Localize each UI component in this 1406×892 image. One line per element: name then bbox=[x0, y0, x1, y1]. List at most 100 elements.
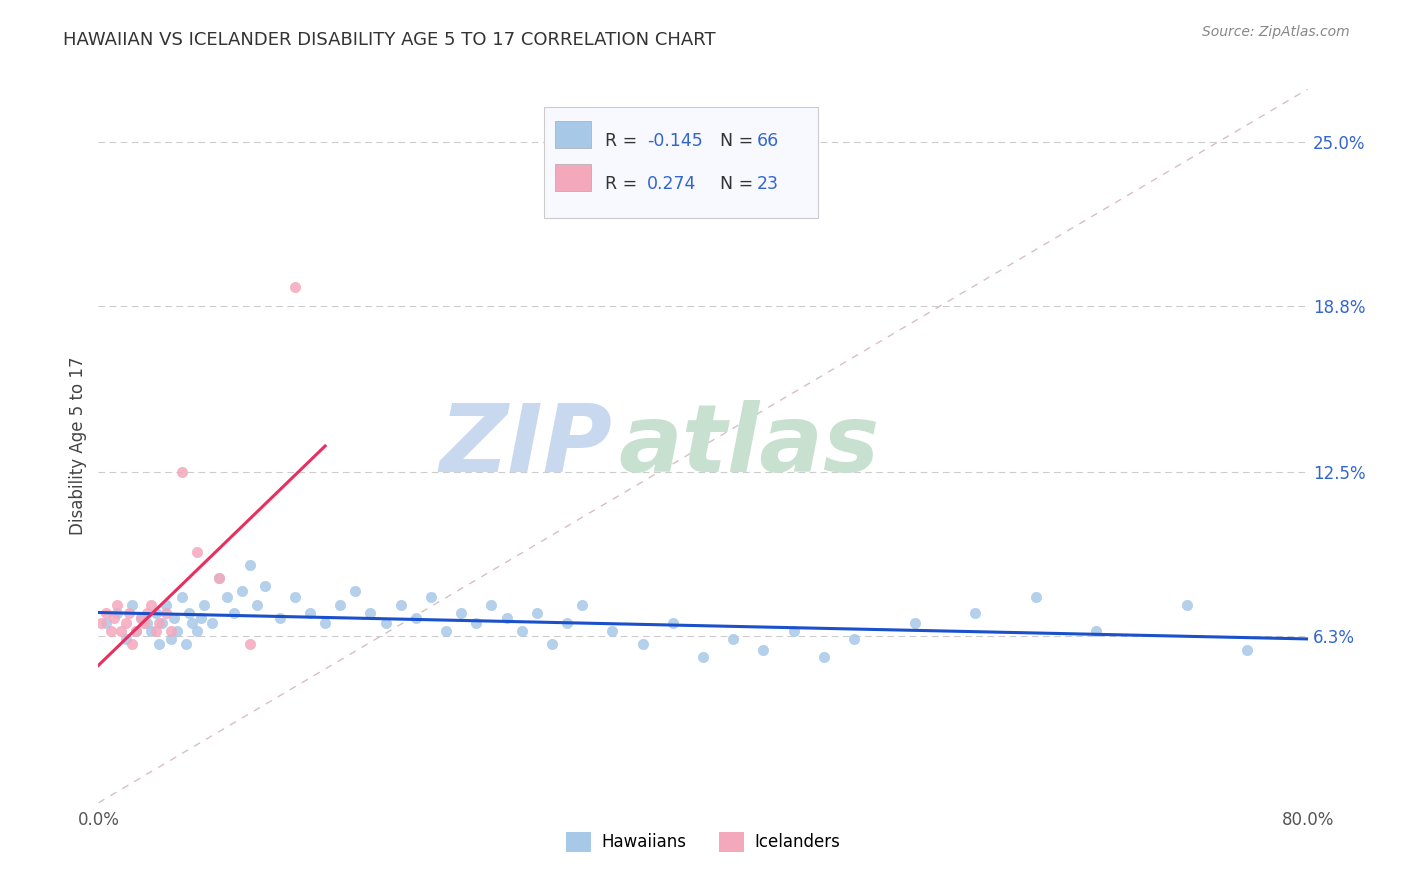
Point bbox=[246, 598, 269, 612]
Y-axis label: Disability Age 5 to 17: Disability Age 5 to 17 bbox=[69, 357, 87, 535]
Point bbox=[723, 632, 745, 646]
Point bbox=[329, 598, 352, 612]
Point bbox=[160, 624, 183, 638]
Point bbox=[481, 598, 503, 612]
Point bbox=[132, 616, 155, 631]
Point bbox=[555, 616, 578, 631]
Point bbox=[239, 637, 262, 651]
Point bbox=[253, 579, 276, 593]
Point bbox=[110, 624, 132, 638]
Point bbox=[284, 590, 307, 604]
Text: N =: N = bbox=[720, 176, 759, 194]
Point bbox=[904, 616, 927, 631]
Point bbox=[90, 616, 112, 631]
Point bbox=[135, 616, 157, 631]
Point bbox=[155, 598, 177, 612]
Point bbox=[1175, 598, 1198, 612]
Point bbox=[540, 637, 562, 651]
Point bbox=[148, 637, 170, 651]
Text: 23: 23 bbox=[756, 176, 779, 194]
Point bbox=[631, 637, 654, 651]
Point bbox=[94, 616, 117, 631]
Point bbox=[170, 590, 193, 604]
Point bbox=[965, 606, 987, 620]
Point bbox=[405, 611, 427, 625]
Point bbox=[495, 611, 517, 625]
Text: -0.145: -0.145 bbox=[647, 133, 703, 151]
Point bbox=[450, 606, 472, 620]
Point bbox=[155, 606, 177, 620]
Point bbox=[602, 624, 624, 638]
Point bbox=[783, 624, 806, 638]
Point bbox=[94, 606, 117, 620]
Text: 0.274: 0.274 bbox=[647, 176, 696, 194]
Point bbox=[420, 590, 443, 604]
Point bbox=[150, 616, 173, 631]
Text: 66: 66 bbox=[756, 133, 779, 151]
Point bbox=[526, 606, 548, 620]
Text: R =: R = bbox=[605, 133, 643, 151]
Point bbox=[299, 606, 322, 620]
Point bbox=[269, 611, 291, 625]
Point bbox=[344, 584, 367, 599]
Point bbox=[181, 616, 204, 631]
Point bbox=[121, 637, 143, 651]
Point bbox=[190, 611, 212, 625]
Point bbox=[105, 606, 128, 620]
Point bbox=[100, 624, 122, 638]
Point bbox=[170, 466, 193, 480]
Point bbox=[105, 598, 128, 612]
Point bbox=[166, 624, 188, 638]
Point bbox=[510, 624, 533, 638]
Point bbox=[692, 650, 714, 665]
Point bbox=[186, 624, 208, 638]
Point bbox=[1024, 590, 1046, 604]
Point bbox=[129, 611, 152, 625]
Point bbox=[1236, 642, 1258, 657]
Point bbox=[114, 632, 136, 646]
Point bbox=[314, 616, 336, 631]
Point bbox=[118, 606, 141, 620]
Point bbox=[174, 637, 197, 651]
Point bbox=[844, 632, 866, 646]
Text: atlas: atlas bbox=[619, 400, 880, 492]
Point bbox=[145, 606, 167, 620]
Point bbox=[141, 598, 163, 612]
Point bbox=[752, 642, 775, 657]
Text: R =: R = bbox=[605, 176, 648, 194]
Text: HAWAIIAN VS ICELANDER DISABILITY AGE 5 TO 17 CORRELATION CHART: HAWAIIAN VS ICELANDER DISABILITY AGE 5 T… bbox=[63, 31, 716, 49]
Point bbox=[148, 616, 170, 631]
Point bbox=[121, 598, 143, 612]
Point bbox=[813, 650, 835, 665]
Point bbox=[215, 590, 238, 604]
Point bbox=[389, 598, 412, 612]
Text: N =: N = bbox=[720, 133, 759, 151]
Point bbox=[208, 571, 231, 585]
Point bbox=[114, 616, 136, 631]
Point bbox=[201, 616, 224, 631]
Point bbox=[661, 616, 683, 631]
Point bbox=[186, 545, 208, 559]
Point bbox=[231, 584, 253, 599]
Point bbox=[284, 280, 307, 294]
Point bbox=[571, 598, 593, 612]
Point bbox=[145, 624, 167, 638]
Point bbox=[141, 624, 163, 638]
Legend: Hawaiians, Icelanders: Hawaiians, Icelanders bbox=[560, 825, 846, 859]
Point bbox=[129, 611, 152, 625]
Point bbox=[160, 632, 183, 646]
Point bbox=[208, 571, 231, 585]
Point bbox=[163, 611, 186, 625]
Point bbox=[125, 624, 148, 638]
Point bbox=[179, 606, 201, 620]
Point bbox=[193, 598, 215, 612]
Point bbox=[360, 606, 382, 620]
Point bbox=[1085, 624, 1108, 638]
Point bbox=[125, 624, 148, 638]
Point bbox=[239, 558, 262, 572]
Text: Source: ZipAtlas.com: Source: ZipAtlas.com bbox=[1202, 25, 1350, 39]
Point bbox=[465, 616, 488, 631]
Point bbox=[434, 624, 457, 638]
Point bbox=[103, 611, 125, 625]
Point bbox=[135, 606, 157, 620]
